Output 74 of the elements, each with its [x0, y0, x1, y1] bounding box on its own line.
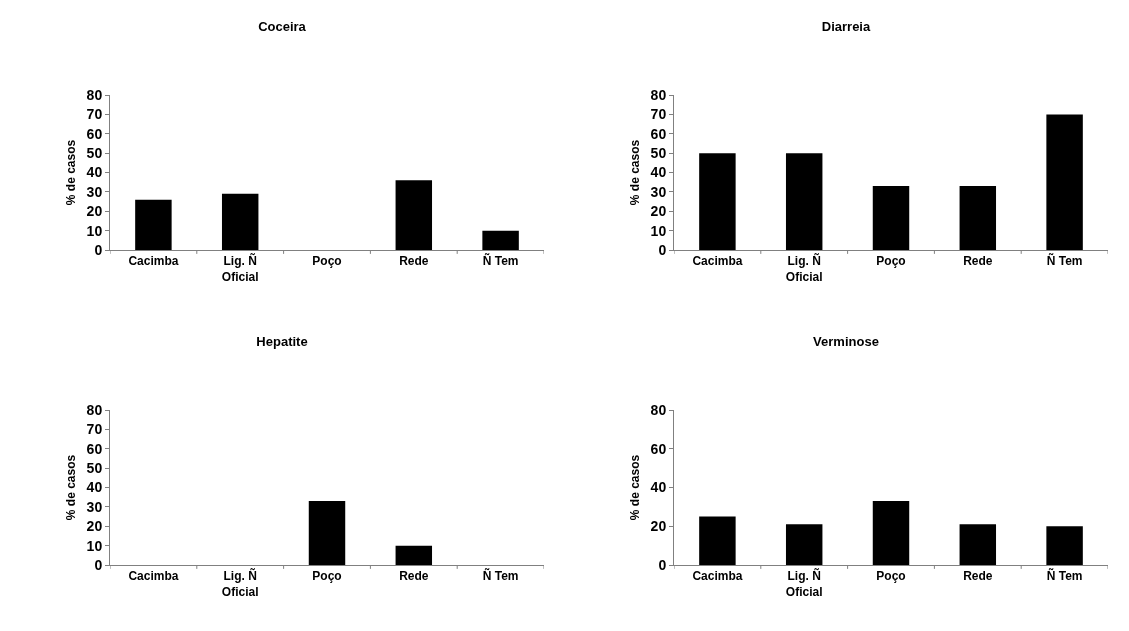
- x-tick-label: Lig. Ñ Oficial: [785, 253, 823, 284]
- x-tick-label: Poço: [876, 254, 906, 269]
- y-tick-label: 40: [86, 164, 103, 181]
- bar: [1046, 526, 1083, 565]
- x-tick-label: Cacimba: [692, 569, 743, 584]
- y-axis-title: % de casos: [627, 454, 642, 521]
- x-tick-label: Rede: [963, 569, 993, 584]
- y-tick-label: 0: [658, 241, 667, 258]
- x-tick-label: Poço: [312, 254, 342, 269]
- y-tick-label: 60: [86, 440, 103, 457]
- y-tick-label: 50: [650, 145, 667, 162]
- y-tick-label: 80: [650, 401, 667, 418]
- x-tick-label: Poço: [876, 569, 906, 584]
- x-tick-label: Rede: [963, 254, 993, 269]
- y-tick-label: 30: [86, 183, 103, 200]
- y-tick-label: 80: [86, 401, 103, 418]
- x-tick-label: Ñ Tem: [1046, 568, 1083, 584]
- y-tick-label: 70: [86, 106, 103, 123]
- x-tick-label: Poço: [312, 569, 342, 584]
- y-tick-label: 40: [650, 479, 667, 496]
- y-tick-label: 0: [94, 556, 103, 573]
- y-tick-label: 40: [86, 479, 103, 496]
- x-tick-label: Lig. Ñ Oficial: [221, 253, 259, 284]
- x-tick-label: Ñ Tem: [482, 253, 519, 269]
- chart-title: Diarreia: [821, 19, 871, 35]
- x-tick-label: Rede: [399, 254, 429, 269]
- y-tick-label: 70: [650, 106, 667, 123]
- y-tick-label: 20: [86, 518, 103, 535]
- chart-title: Coceira: [258, 19, 307, 35]
- bar: [699, 516, 736, 565]
- bar: [785, 524, 823, 565]
- y-tick-label: 30: [650, 183, 667, 200]
- y-axis-title: % de casos: [627, 139, 642, 206]
- y-tick-label: 20: [650, 518, 667, 535]
- x-tick-label: Rede: [399, 569, 429, 584]
- x-tick-label: Lig. Ñ Oficial: [785, 568, 823, 599]
- y-tick-label: 70: [86, 421, 103, 438]
- y-tick-label: 60: [86, 125, 103, 142]
- bar: [872, 501, 910, 565]
- y-tick-label: 80: [86, 86, 103, 103]
- x-tick-label: Ñ Tem: [1046, 253, 1083, 269]
- y-tick-label: 50: [86, 145, 103, 162]
- bar: [395, 180, 433, 250]
- y-tick-label: 40: [650, 164, 667, 181]
- x-tick-label: Lig. Ñ Oficial: [221, 568, 259, 599]
- y-tick-label: 50: [86, 460, 103, 477]
- chart-title: Hepatite: [256, 334, 308, 350]
- bar: [959, 524, 997, 565]
- y-tick-label: 10: [86, 222, 103, 239]
- y-axis-title: % de casos: [63, 454, 78, 521]
- bar: [785, 153, 823, 250]
- bar: [872, 186, 910, 250]
- y-tick-label: 60: [650, 125, 667, 142]
- x-tick-label: Cacimba: [692, 254, 743, 269]
- y-axis-title: % de casos: [63, 139, 78, 206]
- x-tick-label: Ñ Tem: [482, 568, 519, 584]
- y-tick-label: 0: [658, 556, 667, 573]
- y-tick-label: 80: [650, 86, 667, 103]
- bar: [699, 153, 736, 250]
- x-tick-label: Cacimba: [128, 569, 179, 584]
- bar: [1046, 114, 1083, 250]
- y-tick-label: 10: [86, 537, 103, 554]
- x-tick-label: Cacimba: [128, 254, 179, 269]
- chart-title: Verminose: [813, 334, 879, 350]
- bar: [959, 186, 997, 250]
- y-tick-label: 60: [650, 440, 667, 457]
- y-tick-label: 30: [86, 498, 103, 515]
- y-tick-label: 10: [650, 222, 667, 239]
- bar: [135, 199, 172, 250]
- y-tick-label: 0: [94, 241, 103, 258]
- bar: [221, 193, 259, 250]
- y-tick-label: 20: [650, 203, 667, 220]
- y-tick-label: 20: [86, 203, 103, 220]
- bar: [482, 230, 519, 250]
